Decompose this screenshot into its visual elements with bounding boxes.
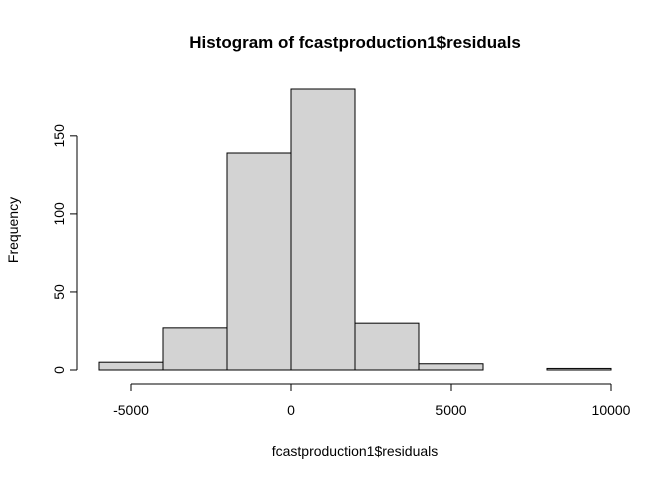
histogram-bar [354,322,420,371]
y-tick-label: 50 [51,284,67,300]
histogram-bar [162,327,228,371]
x-tick-label: 5000 [435,402,466,418]
x-tick-label: 10000 [592,402,631,418]
y-axis-label: Frequency [5,197,21,263]
histogram-bars [98,88,612,371]
y-axis: 0 50 100 150 [51,124,78,374]
histogram-bar [290,88,356,371]
x-axis-label: fcastproduction1$residuals [272,443,439,459]
y-tick-label: 150 [51,124,67,148]
x-tick-label: -5000 [113,402,149,418]
x-tick-label: 0 [287,402,295,418]
histogram-bar [418,363,484,371]
y-tick-label: 0 [51,366,67,374]
histogram-bar [98,361,164,371]
histogram-bar [546,367,612,371]
chart-title: Histogram of fcastproduction1$residuals [189,33,521,52]
histogram-bar [226,152,292,371]
y-tick-label: 100 [51,202,67,226]
x-axis: -5000 0 5000 10000 [113,383,631,418]
